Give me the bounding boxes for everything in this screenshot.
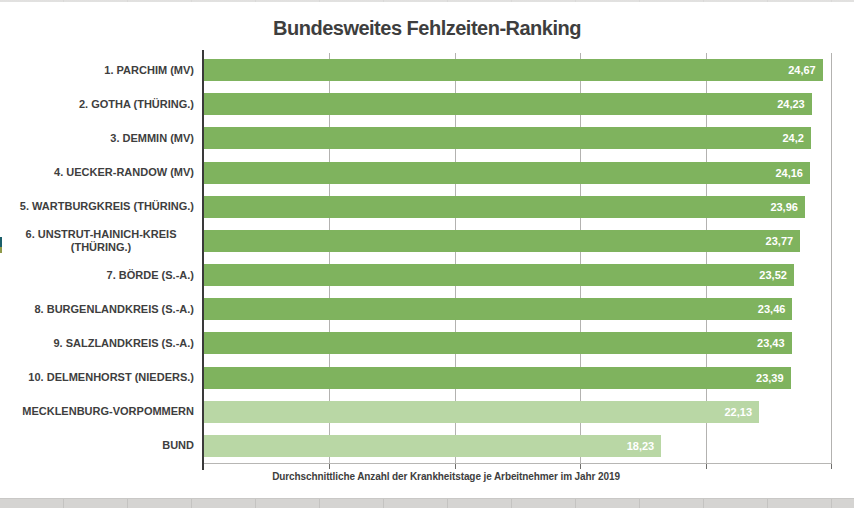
axis-tick <box>329 464 330 469</box>
bar-row: 24,67 <box>204 53 831 87</box>
bar-value-label: 23,43 <box>757 337 785 349</box>
category-label-row: 2. GOTHA (THÜRING.) <box>0 87 194 121</box>
gridline <box>831 53 832 463</box>
category-label: MECKLENBURG-VORPOMMERN <box>22 405 194 418</box>
bar-row: 23,52 <box>204 258 831 292</box>
bar-row: 18,23 <box>204 429 831 463</box>
axis-tick <box>831 464 832 469</box>
category-label: 5. WARTBURGKREIS (THÜRING.) <box>20 200 194 213</box>
bar-row: 23,46 <box>204 292 831 326</box>
category-label: BUND <box>162 439 194 452</box>
bar: 24,23 <box>204 93 812 115</box>
bar: 24,67 <box>204 59 823 81</box>
bar: 23,52 <box>204 264 794 286</box>
category-label: 8. BURGENLANDKREIS (S.-A.) <box>34 303 194 316</box>
excel-chart-object[interactable]: Bundesweites Fehlzeiten-Ranking 1. PARCH… <box>0 0 854 508</box>
bar-row: 23,39 <box>204 361 831 395</box>
category-label-row: 4. UECKER-RANDOW (MV) <box>0 156 194 190</box>
category-label-row: 5. WARTBURGKREIS (THÜRING.) <box>0 190 194 224</box>
category-label: 2. GOTHA (THÜRING.) <box>79 98 194 111</box>
bar-rows: 24,67 24,23 24,2 24,16 23,96 23,77 23,52 23,46 2… <box>204 53 831 463</box>
bar: 24,16 <box>204 162 810 184</box>
bar: 23,43 <box>204 332 792 354</box>
bar-value-label: 23,46 <box>758 303 786 315</box>
axis-tick <box>580 464 581 469</box>
category-label: 9. SALZLANDKREIS (S.-A.) <box>53 337 194 350</box>
bar: 23,77 <box>204 230 800 252</box>
axis-tick <box>706 464 707 469</box>
bar-row: 22,13 <box>204 395 831 429</box>
category-label-row: 10. DELMENHORST (NIEDERS.) <box>0 361 194 395</box>
category-label-row: 3. DEMMIN (MV) <box>0 121 194 155</box>
axis-tick <box>455 464 456 469</box>
bar: 23,46 <box>204 298 792 320</box>
bar-value-label: 18,23 <box>627 440 655 452</box>
bar-value-label: 23,96 <box>770 201 798 213</box>
bar-value-label: 23,52 <box>759 269 787 281</box>
bar-row: 24,16 <box>204 156 831 190</box>
left-edge-artifact-olive <box>0 247 2 253</box>
bar: 24,2 <box>204 127 811 149</box>
bar: 18,23 <box>204 435 661 457</box>
worksheet-top-edge <box>0 0 854 2</box>
bar-row: 23,96 <box>204 190 831 224</box>
bar: 23,39 <box>204 367 791 389</box>
category-label-row: 7. BÖRDE (S.-A.) <box>0 258 194 292</box>
category-axis-labels: 1. PARCHIM (MV) 2. GOTHA (THÜRING.) 3. DEM… <box>0 53 194 463</box>
category-label: 1. PARCHIM (MV) <box>104 64 194 77</box>
bar-value-label: 22,13 <box>724 406 752 418</box>
bar-value-label: 24,23 <box>777 98 805 110</box>
bar-value-label: 24,2 <box>783 132 804 144</box>
left-edge-artifact-teal <box>0 237 2 247</box>
value-axis-title: Durchschnittliche Anzahl der Krankheitst… <box>272 471 620 482</box>
category-label-row: BUND <box>0 429 194 463</box>
bar: 23,96 <box>204 196 805 218</box>
chart-title: Bundesweites Fehlzeiten-Ranking <box>0 17 854 40</box>
category-label: 3. DEMMIN (MV) <box>110 132 194 145</box>
category-label: 4. UECKER-RANDOW (MV) <box>54 166 194 179</box>
value-axis-ticks <box>204 464 831 470</box>
category-label-row: 9. SALZLANDKREIS (S.-A.) <box>0 326 194 360</box>
bar-row: 24,23 <box>204 87 831 121</box>
category-label: 7. BÖRDE (S.-A.) <box>107 269 194 282</box>
bar-value-label: 23,77 <box>766 235 794 247</box>
category-label: 6. UNSTRUT-HAINICH-KREIS (THÜRING.) <box>8 228 194 254</box>
bar-row: 23,43 <box>204 326 831 360</box>
bar-value-label: 24,67 <box>788 64 816 76</box>
bar-row: 24,2 <box>204 121 831 155</box>
category-label-row: 6. UNSTRUT-HAINICH-KREIS (THÜRING.) <box>0 224 194 258</box>
category-label-row: MECKLENBURG-VORPOMMERN <box>0 395 194 429</box>
bar-value-label: 23,39 <box>756 372 784 384</box>
bar-row: 23,77 <box>204 224 831 258</box>
plot-area: 24,67 24,23 24,2 24,16 23,96 23,77 23,52 23,46 2… <box>204 53 831 463</box>
category-label-row: 8. BURGENLANDKREIS (S.-A.) <box>0 292 194 326</box>
category-axis-line <box>202 50 204 470</box>
category-label-row: 1. PARCHIM (MV) <box>0 53 194 87</box>
category-label: 10. DELMENHORST (NIEDERS.) <box>28 371 194 384</box>
bar: 22,13 <box>204 401 759 423</box>
worksheet-bottom-edge <box>0 498 854 508</box>
bar-value-label: 24,16 <box>775 167 803 179</box>
